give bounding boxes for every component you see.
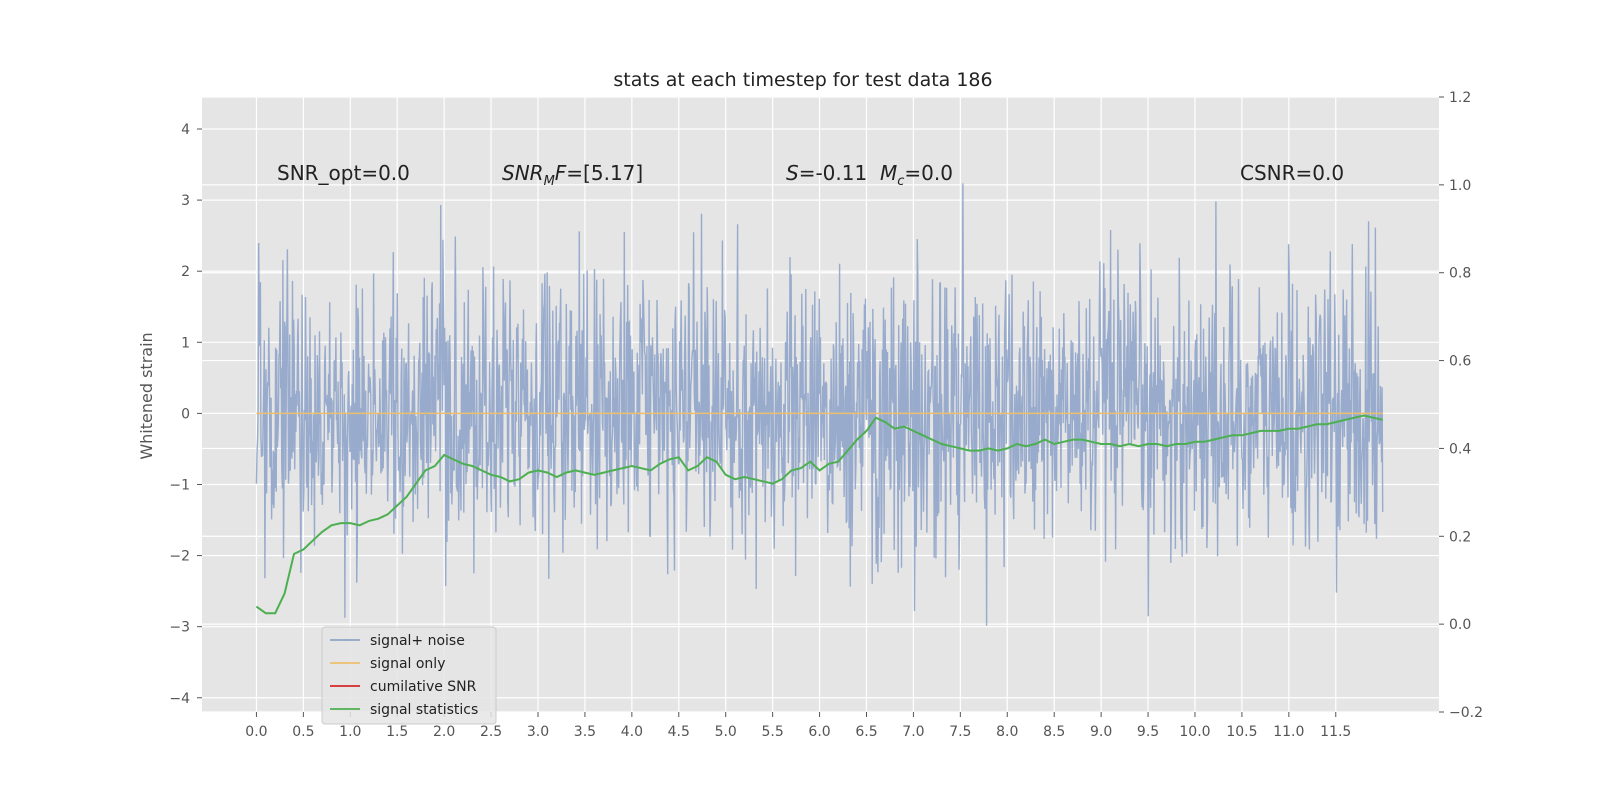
legend: signal+ noise signal only cumilative SNR… bbox=[321, 626, 497, 725]
x-tick-label: 7.0 bbox=[902, 724, 924, 740]
annotation-mc-symbol: M bbox=[880, 161, 897, 185]
x-tick-label: 6.5 bbox=[855, 724, 877, 740]
x-tick-label: 3.5 bbox=[574, 724, 596, 740]
x-tick-label: 8.0 bbox=[996, 724, 1018, 740]
y-tick-label: 4 bbox=[181, 122, 190, 138]
x-tick-label: 11.5 bbox=[1320, 724, 1351, 740]
signal-noise-series bbox=[255, 183, 1384, 626]
annotation-s: S=-0.11 bbox=[786, 161, 867, 185]
annotation-snr-mf: SNRMF=[5.17] bbox=[502, 161, 643, 189]
x-tick-label: 10.0 bbox=[1179, 724, 1210, 740]
right-y-tick-label: 0.2 bbox=[1449, 529, 1471, 545]
x-tick-label: 0.5 bbox=[292, 724, 314, 740]
right-y-tick-label: −0.2 bbox=[1449, 705, 1483, 721]
annotation-mc: Mc=0.0 bbox=[880, 161, 953, 189]
right-y-tick-label: 0.4 bbox=[1449, 441, 1471, 457]
right-y-tick-label: 1.2 bbox=[1449, 90, 1471, 106]
x-tick-label: 0.0 bbox=[245, 724, 267, 740]
y-tick-label: 0 bbox=[181, 406, 190, 422]
x-axis-ticks: 0.0 0.5 1.0 1.5 2.0 2.5 3.0 3.5 4.0 4.5 5.0 5.5 6.0 6… bbox=[245, 712, 1351, 740]
right-y-axis-ticks: 1.2 1.0 0.8 0.6 0.4 0.2 0.0 −0.2 bbox=[1439, 90, 1483, 721]
signal-statistics-line bbox=[255, 414, 1383, 615]
y-tick-label: 1 bbox=[181, 335, 190, 351]
legend-label-signal-noise: signal+ noise bbox=[370, 633, 465, 649]
right-y-tick-label: 0.8 bbox=[1449, 266, 1471, 282]
annotation-snr-mf-subscript: M bbox=[544, 174, 555, 189]
annotation-snr-mf-symbol: SNR bbox=[502, 161, 544, 185]
grid bbox=[202, 96, 1439, 713]
annotation-snr-mf-value: =[5.17] bbox=[566, 161, 643, 185]
y-tick-label: −4 bbox=[169, 691, 190, 707]
x-tick-label: 1.0 bbox=[339, 724, 361, 740]
x-tick-label: 4.0 bbox=[621, 724, 643, 740]
x-tick-label: 1.5 bbox=[386, 724, 408, 740]
x-tick-label: 3.0 bbox=[527, 724, 549, 740]
annotation-s-value: =-0.11 bbox=[799, 161, 868, 185]
annotation-mc-subscript: c bbox=[897, 174, 904, 189]
y-tick-label: −1 bbox=[169, 477, 190, 493]
y-axis-ticks: 4 3 2 1 0 −1 −2 −3 −4 bbox=[169, 122, 202, 707]
x-tick-label: 5.0 bbox=[715, 724, 737, 740]
x-tick-label: 2.5 bbox=[480, 724, 502, 740]
x-tick-label: 11.0 bbox=[1273, 724, 1304, 740]
x-tick-label: 7.5 bbox=[949, 724, 971, 740]
annotation-s-symbol: S bbox=[786, 161, 799, 185]
x-tick-label: 5.5 bbox=[762, 724, 784, 740]
annotation-snr-opt: SNR_opt=0.0 bbox=[277, 161, 410, 185]
legend-label-signal-statistics: signal statistics bbox=[370, 702, 478, 718]
signal-noise-line bbox=[255, 183, 1384, 626]
annotation-snr-mf-symbol2: F bbox=[555, 161, 567, 185]
chart-title: stats at each timestep for test data 186 bbox=[613, 69, 992, 91]
y-axis-label: Whitened strain bbox=[137, 332, 156, 459]
y-tick-label: −2 bbox=[169, 549, 190, 565]
right-y-tick-label: 1.0 bbox=[1449, 178, 1471, 194]
x-tick-label: 9.5 bbox=[1137, 724, 1159, 740]
y-tick-label: 3 bbox=[181, 193, 190, 209]
right-y-tick-label: 0.0 bbox=[1449, 617, 1471, 633]
x-tick-label: 4.5 bbox=[668, 724, 690, 740]
x-tick-label: 2.0 bbox=[433, 724, 455, 740]
right-y-tick-label: 0.6 bbox=[1449, 354, 1471, 370]
x-tick-label: 10.5 bbox=[1226, 724, 1257, 740]
x-tick-label: 9.0 bbox=[1090, 724, 1112, 740]
legend-label-cumilative-snr: cumilative SNR bbox=[370, 679, 477, 695]
y-tick-label: 2 bbox=[181, 264, 190, 280]
legend-label-signal-only: signal only bbox=[370, 656, 445, 672]
annotation-mc-value: =0.0 bbox=[904, 161, 953, 185]
legend-box bbox=[321, 626, 497, 725]
y-tick-label: −3 bbox=[169, 620, 190, 636]
x-tick-label: 6.0 bbox=[808, 724, 830, 740]
signal-statistics-series bbox=[255, 414, 1383, 615]
x-tick-label: 8.5 bbox=[1043, 724, 1065, 740]
annotation-csnr: CSNR=0.0 bbox=[1240, 161, 1344, 185]
